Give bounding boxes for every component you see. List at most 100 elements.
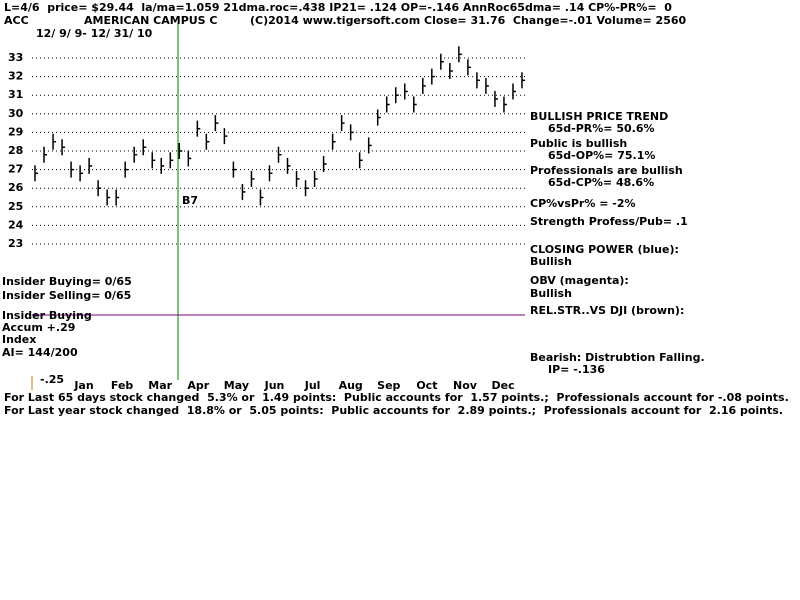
x-tick-label: Oct <box>416 379 437 392</box>
annotation: Accum +.29 <box>2 321 75 334</box>
x-tick-label: Jun <box>264 379 285 392</box>
price-bar <box>322 156 327 173</box>
y-tick-label: 30 <box>8 107 24 120</box>
price-bar <box>70 161 75 178</box>
price-bar <box>476 72 480 89</box>
price-bar <box>223 128 228 145</box>
y-tick-label: 32 <box>8 70 23 83</box>
x-tick-label: May <box>224 379 249 392</box>
price-bar <box>232 161 237 178</box>
price-bar <box>277 146 282 163</box>
annotation: CLOSING POWER (blue): <box>530 243 679 256</box>
price-bar <box>458 46 462 63</box>
price-bar <box>214 115 219 132</box>
price-bar <box>187 150 192 167</box>
price-bar <box>376 109 381 126</box>
annotation: Bullish <box>530 255 572 268</box>
y-tick-label: 31 <box>8 88 23 101</box>
annotation: BULLISH PRICE TREND <box>530 110 668 123</box>
x-tick-label: Jul <box>304 379 321 392</box>
price-bar <box>169 152 174 169</box>
copyright: (C)2014 www.tigersoft.com <box>250 14 420 27</box>
price-bar <box>205 133 210 150</box>
annotation: Public is bullish <box>530 137 627 150</box>
price-bar <box>394 87 399 104</box>
price-bar <box>142 139 147 156</box>
annotation: AI= 144/200 <box>2 346 78 359</box>
annotation: Insider Buying= 0/65 <box>2 275 132 288</box>
annotation: CP%vsPr% = -2% <box>530 197 636 210</box>
price-bar <box>79 165 84 182</box>
annotation: Bullish <box>530 287 572 300</box>
price-bar <box>34 165 38 182</box>
price-bar <box>494 90 498 107</box>
price-bar <box>340 115 345 132</box>
ticker: ACC <box>4 14 29 27</box>
price-bar <box>88 157 93 174</box>
x-tick-label: Feb <box>111 379 134 392</box>
annotation: Insider Selling= 0/65 <box>2 289 131 302</box>
price-bar <box>160 157 165 174</box>
price-bar <box>268 165 273 182</box>
price-bar <box>512 83 516 100</box>
price-bar <box>133 146 138 163</box>
y-tick-label: 25 <box>8 200 23 213</box>
price-bar <box>52 133 57 150</box>
date-range: 12/ 9/ 9- 12/ 31/ 10 <box>36 27 153 40</box>
annotation: 65d-PR%= 50.6% <box>548 122 655 135</box>
price-bar <box>331 133 336 150</box>
price-bar <box>404 83 408 100</box>
x-tick-label: Jan <box>73 379 93 392</box>
price-bar <box>367 137 372 154</box>
footer-line: For Last 65 days stock changed 5.3% or 1… <box>4 391 789 404</box>
price-bar <box>97 180 102 197</box>
annotation: Insider Buying <box>2 309 92 322</box>
x-tick-label: Sep <box>377 379 400 392</box>
annotation: 65d-OP%= 75.1% <box>548 149 655 162</box>
header-line: L=4/6 price= $29.44 la/ma=1.059 21dma.ro… <box>4 1 672 14</box>
quote: Close= 31.76 Change=-.01 Volume= 2560 <box>424 14 686 27</box>
y-tick-label: 33 <box>8 51 23 64</box>
x-tick-label: Dec <box>492 379 515 392</box>
annotation: IP= -.136 <box>548 363 605 376</box>
y-tick-label: 26 <box>8 181 24 194</box>
price-bar <box>503 96 507 113</box>
price-bar <box>106 189 111 206</box>
price-bar <box>440 53 444 70</box>
price-bar <box>313 170 318 187</box>
price-bar <box>295 170 300 187</box>
price-bar <box>431 68 435 85</box>
y-tick-label: 29 <box>8 125 23 138</box>
price-bar <box>349 124 354 141</box>
signal-label: B7 <box>182 194 198 207</box>
price-bar <box>196 120 201 137</box>
x-tick-label: Aug <box>339 379 363 392</box>
annotation: Bearish: Distrubtion Falling. <box>530 351 705 364</box>
price-bar <box>521 72 525 89</box>
price-bar <box>358 152 363 169</box>
price-bar <box>43 146 48 163</box>
price-bar <box>259 189 264 206</box>
company-name: AMERICAN CAMPUS C <box>84 14 218 27</box>
price-bar <box>304 180 309 197</box>
y-tick-label: 27 <box>8 163 23 176</box>
y-tick-label: 28 <box>8 144 23 157</box>
annotation: Index <box>2 333 36 346</box>
footer-line: For Last year stock changed 18.8% or 5.0… <box>4 404 783 417</box>
price-bar <box>178 143 183 159</box>
annotation: Strength Profess/Pub= .1 <box>530 215 688 228</box>
price-bar <box>286 157 291 174</box>
annotation: REL.STR..VS DJI (brown): <box>530 304 684 317</box>
annotation: 65d-CP%= 48.6% <box>548 176 654 189</box>
annotation: OBV (magenta): <box>530 274 629 287</box>
x-tick-label: Mar <box>148 379 172 392</box>
y-tick-label: 24 <box>8 218 24 231</box>
price-bar <box>385 96 390 113</box>
price-bar <box>422 77 426 94</box>
price-bar <box>250 170 255 187</box>
price-bar <box>61 139 66 156</box>
x-tick-label: Nov <box>453 379 478 392</box>
price-bar <box>241 183 246 200</box>
price-bar <box>449 63 453 80</box>
